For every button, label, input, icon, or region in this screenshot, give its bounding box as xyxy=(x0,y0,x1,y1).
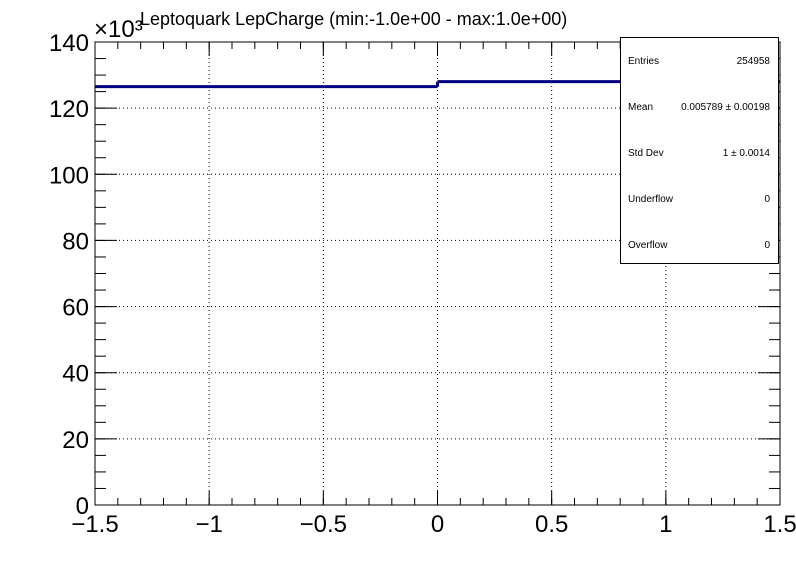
y-tick-label: 60 xyxy=(62,295,89,322)
y-tick-label: 0 xyxy=(76,493,89,520)
y-tick-label: 120 xyxy=(49,96,89,123)
stats-value: 0 xyxy=(764,240,770,251)
y-multiplier-label: ×10³ xyxy=(94,16,143,43)
stats-row-underflow: Underflow 0 xyxy=(628,194,770,205)
stats-label: Overflow xyxy=(628,240,668,251)
x-tick-label: 1.5 xyxy=(763,511,796,538)
stats-label: Std Dev xyxy=(628,148,664,159)
stats-value: 254958 xyxy=(736,56,770,67)
stats-label: Underflow xyxy=(628,194,674,205)
stats-value: 0.005789 ± 0.00198 xyxy=(681,102,770,113)
x-tick-label: 0 xyxy=(431,511,444,538)
stats-box: Entries 254958 Mean 0.005789 ± 0.00198 S… xyxy=(620,37,779,264)
stats-label: Mean xyxy=(628,102,654,113)
x-tick-label: −1.5 xyxy=(71,511,118,538)
y-tick-label: 40 xyxy=(62,361,89,388)
x-tick-label: −0.5 xyxy=(300,511,347,538)
plot-frame xyxy=(94,41,781,506)
y-tick-label: 100 xyxy=(49,162,89,189)
stats-row-stddev: Std Dev 1 ± 0.0014 xyxy=(628,148,770,159)
y-tick-label: 140 xyxy=(49,30,89,57)
stats-value: 1 ± 0.0014 xyxy=(722,148,770,159)
stats-row-entries: Entries 254958 xyxy=(628,56,770,67)
stats-label: Entries xyxy=(628,56,660,67)
x-tick-labels: −1.5 −1 −0.5 0 0.5 1 1.5 xyxy=(71,511,796,538)
x-tick-label: 0.5 xyxy=(535,511,568,538)
chart-title: Leptoquark LepCharge (min:-1.0e+00 - max… xyxy=(140,9,568,29)
x-tick-label: 1 xyxy=(659,511,672,538)
y-tick-label: 80 xyxy=(62,228,89,255)
stats-row-overflow: Overflow 0 xyxy=(628,240,770,251)
x-tick-label: −1 xyxy=(195,511,222,538)
stats-row-mean: Mean 0.005789 ± 0.00198 xyxy=(628,102,770,113)
y-tick-label: 20 xyxy=(62,427,89,454)
y-tick-labels: 0 20 40 60 80 100 120 140 xyxy=(49,30,89,520)
stats-value: 0 xyxy=(764,194,770,205)
